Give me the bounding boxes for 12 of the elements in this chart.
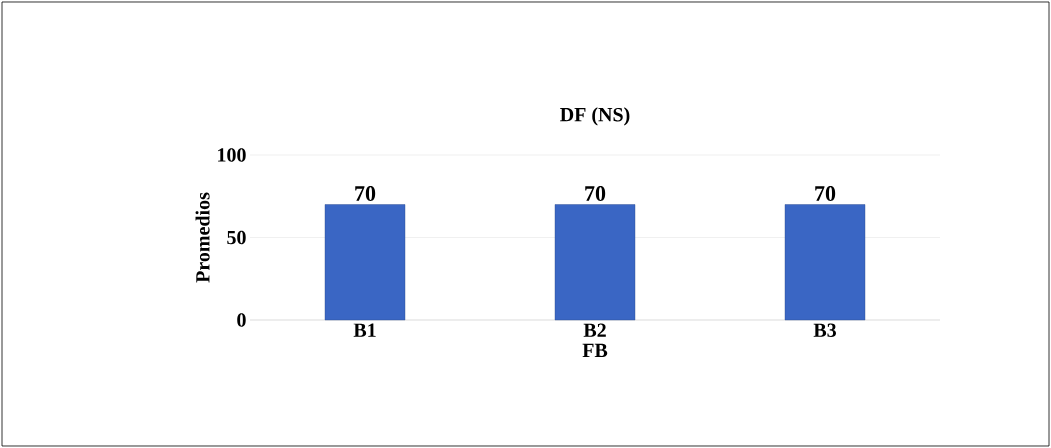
x-tick-label: B1 — [353, 323, 376, 337]
x-tick-label: B3 — [813, 323, 836, 337]
y-tick-label: 100 — [218, 148, 246, 162]
data-label: 70 — [585, 186, 606, 201]
data-label: 70 — [815, 186, 836, 201]
y-axis-title: Promedios — [195, 192, 210, 283]
x-tick-label: B2 — [583, 323, 606, 337]
chart-title: DF (NS) — [560, 107, 630, 126]
x-axis-title: FB — [582, 343, 608, 357]
y-tick-label: 50 — [227, 230, 246, 245]
data-label: 70 — [355, 186, 376, 201]
y-tick-label: 0 — [237, 313, 246, 327]
